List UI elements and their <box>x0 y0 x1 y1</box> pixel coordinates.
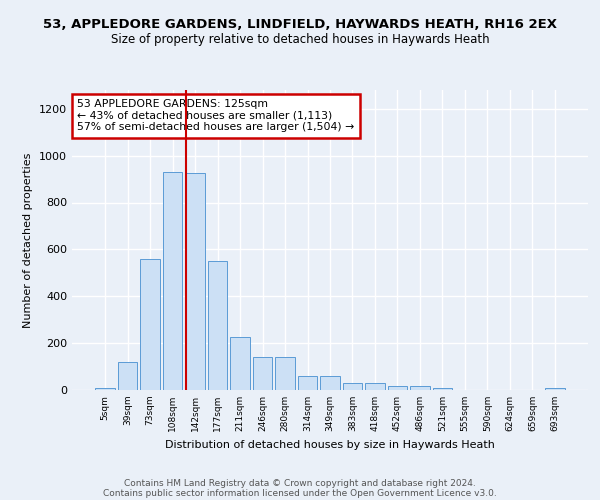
Bar <box>298 376 317 390</box>
Bar <box>365 382 385 390</box>
Bar <box>253 357 272 390</box>
Bar <box>118 362 137 390</box>
Text: Contains HM Land Registry data © Crown copyright and database right 2024.: Contains HM Land Registry data © Crown c… <box>124 478 476 488</box>
Bar <box>275 357 295 390</box>
Text: 53 APPLEDORE GARDENS: 125sqm
← 43% of detached houses are smaller (1,113)
57% of: 53 APPLEDORE GARDENS: 125sqm ← 43% of de… <box>77 99 355 132</box>
Bar <box>433 388 452 390</box>
Bar <box>545 388 565 390</box>
Text: Contains public sector information licensed under the Open Government Licence v3: Contains public sector information licen… <box>103 488 497 498</box>
Bar <box>163 172 182 390</box>
Text: Size of property relative to detached houses in Haywards Heath: Size of property relative to detached ho… <box>110 32 490 46</box>
Bar <box>185 173 205 390</box>
Bar <box>320 376 340 390</box>
Bar <box>95 388 115 390</box>
Bar <box>230 338 250 390</box>
Bar <box>388 386 407 390</box>
Bar <box>410 386 430 390</box>
X-axis label: Distribution of detached houses by size in Haywards Heath: Distribution of detached houses by size … <box>165 440 495 450</box>
Bar <box>140 259 160 390</box>
Bar <box>208 261 227 390</box>
Y-axis label: Number of detached properties: Number of detached properties <box>23 152 34 328</box>
Text: 53, APPLEDORE GARDENS, LINDFIELD, HAYWARDS HEATH, RH16 2EX: 53, APPLEDORE GARDENS, LINDFIELD, HAYWAR… <box>43 18 557 30</box>
Bar <box>343 382 362 390</box>
